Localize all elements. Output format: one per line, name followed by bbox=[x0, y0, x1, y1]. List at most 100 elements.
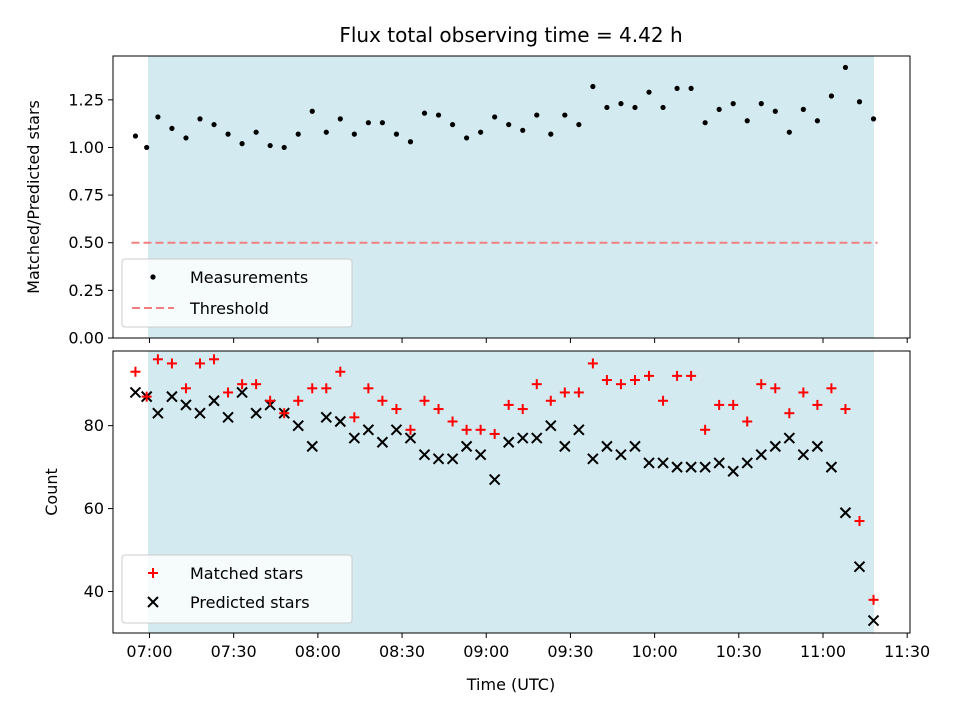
measurement-point bbox=[870, 116, 877, 122]
matched-star-point bbox=[658, 395, 669, 406]
matched-star-point bbox=[130, 366, 141, 377]
matched-star-point bbox=[573, 387, 584, 398]
legend-predicted-marker bbox=[147, 596, 159, 608]
measurement-point bbox=[758, 101, 764, 107]
matched-star-point bbox=[279, 408, 290, 419]
matched-star-point bbox=[209, 354, 220, 365]
predicted-star-point bbox=[502, 436, 515, 448]
measurement-points bbox=[132, 64, 877, 151]
predicted-star-point bbox=[545, 419, 557, 432]
legend-predicted-label: Predicted stars bbox=[190, 593, 310, 612]
predicted-star-point bbox=[755, 448, 767, 461]
matched-star-point bbox=[251, 379, 262, 390]
measurement-point bbox=[169, 125, 175, 132]
ratio-y-ticks: 0.00 0.25 0.50 0.75 1.00 1.25 bbox=[68, 90, 113, 348]
legend-threshold-label: Threshold bbox=[189, 299, 269, 318]
legend-matched-label: Matched stars bbox=[190, 564, 303, 583]
matched-star-point bbox=[812, 399, 823, 410]
measurement-point bbox=[337, 116, 343, 122]
matched-star-point bbox=[868, 594, 879, 605]
matched-star-point bbox=[166, 358, 177, 369]
matched-star-point bbox=[615, 379, 626, 390]
count-y-axis-label: Count bbox=[42, 468, 61, 516]
matched-star-point bbox=[335, 366, 346, 377]
predicted-star-point bbox=[418, 448, 431, 461]
chart-title: Flux total observing time = 4.42 h bbox=[339, 23, 682, 47]
matched-star-point bbox=[223, 387, 234, 398]
count-y-ticks: 40 60 80 bbox=[84, 416, 113, 601]
predicted-star-point bbox=[236, 386, 248, 399]
matched-star-point bbox=[321, 383, 332, 394]
measurement-point bbox=[688, 85, 694, 91]
predicted-star-point bbox=[825, 461, 838, 473]
x-tick-label: 10:30 bbox=[716, 642, 762, 661]
y-tick-label: 0.75 bbox=[68, 186, 104, 205]
measurement-point bbox=[646, 89, 652, 95]
x-tick-label: 11:30 bbox=[884, 642, 930, 661]
predicted-star-point bbox=[587, 453, 599, 465]
matched-star-point bbox=[307, 383, 318, 394]
measurement-point bbox=[842, 64, 849, 71]
predicted-star-point bbox=[152, 407, 164, 419]
matched-star-point bbox=[391, 404, 402, 415]
y-tick-label: 1.00 bbox=[68, 138, 104, 157]
matched-star-point bbox=[672, 370, 683, 381]
measurement-point bbox=[576, 121, 582, 128]
ratio-legend-box bbox=[121, 258, 353, 328]
measurement-point bbox=[660, 104, 666, 111]
measurement-point bbox=[744, 118, 750, 124]
matched-star-point bbox=[728, 399, 739, 410]
matched-star-point bbox=[419, 395, 430, 406]
measurement-point bbox=[828, 93, 835, 99]
predicted-star-point bbox=[432, 453, 445, 465]
predicted-star-point bbox=[573, 424, 585, 436]
predicted-star-point bbox=[671, 461, 683, 473]
measurement-point bbox=[463, 135, 470, 141]
predicted-star-point bbox=[166, 390, 178, 403]
measurement-point bbox=[295, 131, 301, 137]
matched-star-point bbox=[531, 379, 542, 390]
matched-star-point bbox=[742, 416, 753, 427]
measurement-point bbox=[562, 112, 568, 118]
measurement-point bbox=[800, 106, 806, 112]
measurement-point bbox=[421, 110, 428, 116]
matched-star-point bbox=[629, 375, 640, 386]
measurement-point bbox=[211, 121, 217, 128]
count-legend-box bbox=[121, 554, 353, 624]
x-tick-label: 10:00 bbox=[632, 642, 678, 661]
matched-star-point bbox=[433, 404, 444, 415]
measurement-point bbox=[814, 118, 820, 124]
matched-star-point bbox=[180, 383, 191, 394]
x-axis-label: Time (UTC) bbox=[466, 675, 555, 694]
ratio-axes-frame bbox=[112, 55, 911, 339]
measurement-point bbox=[520, 127, 526, 133]
measurement-point bbox=[548, 131, 554, 137]
predicted-star-point bbox=[853, 560, 866, 573]
measurement-point bbox=[772, 108, 778, 114]
count-axes-frame bbox=[112, 350, 911, 634]
y-tick-label: 60 bbox=[84, 499, 104, 518]
matched-star-point bbox=[489, 428, 500, 439]
matched-star-point bbox=[461, 424, 472, 435]
measurement-point bbox=[449, 121, 456, 128]
predicted-star-point bbox=[320, 411, 332, 424]
measurement-point bbox=[506, 121, 512, 128]
predicted-star-point bbox=[194, 407, 206, 419]
matched-star-point bbox=[405, 424, 416, 435]
x-tick-label: 11:00 bbox=[800, 642, 846, 661]
predicted-star-point bbox=[460, 440, 473, 453]
matched-star-point bbox=[756, 379, 767, 390]
measurement-point bbox=[674, 85, 680, 91]
predicted-star-point bbox=[390, 424, 403, 436]
measurement-point bbox=[225, 131, 231, 137]
ratio-y-axis-label: Matched/Predicted stars bbox=[24, 100, 43, 294]
measurement-point bbox=[144, 144, 150, 151]
predicted-star-point bbox=[615, 448, 627, 461]
matched-star-point bbox=[601, 375, 612, 386]
measurement-point bbox=[534, 112, 540, 118]
measurement-point bbox=[730, 101, 736, 107]
measurement-point bbox=[132, 133, 139, 139]
predicted-star-point bbox=[376, 436, 389, 448]
matched-star-point bbox=[826, 383, 837, 394]
